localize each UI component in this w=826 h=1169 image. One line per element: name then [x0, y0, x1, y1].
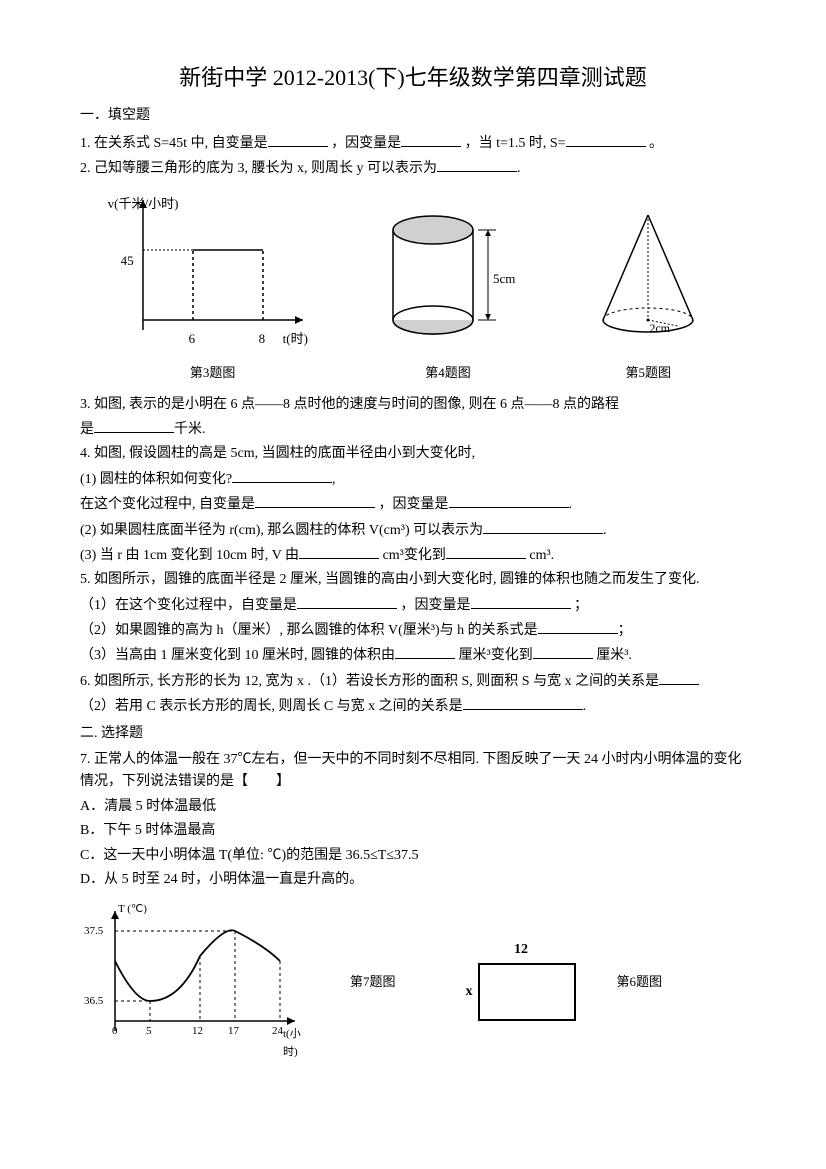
blank	[538, 619, 618, 634]
fig4: 5cm 第4题图	[378, 200, 518, 383]
fig6-caption: 第6题图	[617, 972, 663, 993]
q1: 1. 在关系式 S=45t 中, 自变量是 ，因变量是 ，当 t=1.5 时, …	[80, 132, 746, 155]
blank	[449, 493, 569, 508]
fig7-x0: 0	[112, 1023, 118, 1041]
figure-row: v(千米/小时) 45 6 8 t(时) 第3题图 5cm 第4题图	[80, 190, 746, 383]
q1-mid1: ，因变量是	[331, 136, 401, 151]
fig7: T (℃) 37.5 36.5 0 5 12 17 24 t(小时)	[80, 901, 310, 1059]
q5b2: ，因变量是	[401, 598, 471, 613]
q5d1: （3）当高由 1 厘米变化到 10 厘米时, 圆锥的体积由	[80, 648, 395, 663]
q5a: 5. 如图所示，圆锥的底面半径是 2 厘米, 当圆锥的高由小到大变化时, 圆锥的…	[80, 569, 746, 591]
q4b: (1) 圆柱的体积如何变化?	[80, 472, 232, 487]
q3c: 千米.	[174, 422, 206, 437]
blank	[94, 418, 174, 433]
q5c: （2）如果圆锥的高为 h（厘米）, 那么圆锥的体积 V(厘米³)与 h 的关系式…	[80, 623, 538, 638]
q6b-line: （2）若用 C 表示长方形的周长, 则周长 C 与宽 x 之间的关系是.	[80, 695, 746, 718]
fig3-ylabel: v(千米/小时)	[108, 194, 179, 215]
q7-opt-d: D．从 5 时至 24 时，小明体温一直是升高的。	[80, 869, 746, 891]
fig5-radius: 2cm	[649, 319, 670, 338]
q5c-line: （2）如果圆锥的高为 h（厘米）, 那么圆锥的体积 V(厘米³)与 h 的关系式…	[80, 619, 746, 642]
fig5-caption: 第5题图	[583, 363, 713, 384]
q7-opt-b: B．下午 5 时体温最高	[80, 820, 746, 842]
fig7-yv1: 37.5	[84, 923, 103, 941]
q2: 2. 己知等腰三角形的底为 3, 腰长为 x, 则周长 y 可以表示为.	[80, 157, 746, 180]
blank	[299, 544, 379, 559]
q7-stem: 7. 正常人的体温一般在 37℃左右，但一天中的不同时刻不尽相同. 下图反映了一…	[80, 749, 746, 794]
fig7-x2: 12	[192, 1023, 203, 1041]
q6a-line: 6. 如图所示, 长方形的长为 12, 宽为 x .（1）若设长方形的面积 S,…	[80, 670, 746, 693]
blank	[401, 132, 461, 147]
blank	[395, 644, 455, 659]
blank	[437, 157, 517, 172]
q5b1: （1）在这个变化过程中，自变量是	[80, 598, 297, 613]
q4d: (2) 如果圆柱底面半径为 r(cm), 那么圆柱的体积 V(cm³) 可以表示…	[80, 523, 483, 538]
q4d-line: (2) 如果圆柱底面半径为 r(cm), 那么圆柱的体积 V(cm³) 可以表示…	[80, 519, 746, 542]
bottom-figs: T (℃) 37.5 36.5 0 5 12 17 24 t(小时) 第7题图 …	[80, 901, 746, 1059]
q7-opt-c: C．这一天中小明体温 T(单位: ℃)的范围是 36.5≤T≤37.5	[80, 845, 746, 867]
fig4-height: 5cm	[493, 269, 515, 290]
q1-pre: 1. 在关系式 S=45t 中, 自变量是	[80, 136, 268, 151]
q4e1: (3) 当 r 由 1cm 变化到 10cm 时, V 由	[80, 548, 299, 563]
fig5: 2cm 第5题图	[583, 200, 713, 383]
q5d3: 厘米³.	[596, 648, 632, 663]
q5d-line: （3）当高由 1 厘米变化到 10 厘米时, 圆锥的体积由 厘米³变化到 厘米³…	[80, 644, 746, 667]
q4c: 在这个变化过程中, 自变量是	[80, 497, 255, 512]
fig7-xlabel: t(小时)	[283, 1026, 310, 1061]
q6b: （2）若用 C 表示长方形的周长, 则周长 C 与宽 x 之间的关系是	[80, 699, 463, 714]
q4a: 4. 如图, 假设圆柱的高是 5cm, 当圆柱的底面半径由小到大变化时,	[80, 443, 746, 465]
blank	[463, 695, 583, 710]
q3b-line: 是 千米.	[80, 418, 746, 441]
q3b: 是	[80, 422, 94, 437]
q5d2: 厘米³变化到	[459, 648, 533, 663]
q4b-line: (1) 圆柱的体积如何变化?,	[80, 468, 746, 491]
q4c-line: 在这个变化过程中, 自变量是 ，因变量是.	[80, 493, 746, 516]
fig7-ylabel: T (℃)	[118, 901, 147, 919]
fig5-svg	[583, 200, 713, 350]
blank	[566, 132, 646, 147]
q7-options: A．清晨 5 时体温最低 B．下午 5 时体温最高 C．这一天中小明体温 T(单…	[80, 796, 746, 892]
q5b-line: （1）在这个变化过程中，自变量是 ，因变量是 ；	[80, 594, 746, 617]
fig4-caption: 第4题图	[378, 363, 518, 384]
fig3: v(千米/小时) 45 6 8 t(时) 第3题图	[113, 190, 313, 383]
fig7-x1: 5	[146, 1023, 152, 1041]
fig6-top: 12	[466, 939, 577, 961]
fig7-yv2: 36.5	[84, 993, 103, 1011]
page-title: 新街中学 2012-2013(下)七年级数学第四章测试题	[80, 60, 746, 95]
q6a: 6. 如图所示, 长方形的长为 12, 宽为 x .（1）若设长方形的面积 S,…	[80, 674, 659, 689]
q1-end: 。	[649, 136, 663, 151]
fig3-yval: 45	[121, 251, 134, 272]
section-choice: 二. 选择题	[80, 723, 746, 745]
q2-text: 2. 己知等腰三角形的底为 3, 腰长为 x, 则周长 y 可以表示为	[80, 161, 437, 176]
blank	[268, 132, 328, 147]
q5b3: ；	[574, 598, 588, 613]
fig6-svg	[477, 962, 577, 1022]
fig6-side: x	[466, 981, 473, 1003]
section-fill: 一．填空题	[80, 105, 746, 127]
fig3-x2: 8	[259, 329, 266, 350]
q3: 3. 如图, 表示的是小明在 6 点——8 点时他的速度与时间的图像, 则在 6…	[80, 394, 746, 416]
fig7-x3: 17	[228, 1023, 239, 1041]
fig3-x1: 6	[189, 329, 196, 350]
blank	[483, 519, 603, 534]
q4e2: cm³变化到	[383, 548, 446, 563]
q1-mid2: ，当 t=1.5 时, S=	[465, 136, 566, 151]
fig3-xlabel: t(时)	[283, 329, 308, 350]
q4e-line: (3) 当 r 由 1cm 变化到 10cm 时, V 由 cm³变化到 cm³…	[80, 544, 746, 567]
q3a: 3. 如图, 表示的是小明在 6 点——8 点时他的速度与时间的图像, 则在 6…	[80, 397, 619, 412]
fig7-caption: 第7题图	[350, 972, 396, 993]
q4c2: ，因变量是	[379, 497, 449, 512]
blank	[659, 670, 699, 685]
blank	[255, 493, 375, 508]
blank	[471, 594, 571, 609]
blank	[232, 468, 332, 483]
q4e3: cm³.	[529, 548, 554, 563]
q7-opt-a: A．清晨 5 时体温最低	[80, 796, 746, 818]
blank	[297, 594, 397, 609]
fig3-caption: 第3题图	[113, 363, 313, 384]
fig6: 12 x	[466, 939, 577, 1021]
blank	[446, 544, 526, 559]
fig7-x4: 24	[272, 1023, 283, 1041]
blank	[533, 644, 593, 659]
